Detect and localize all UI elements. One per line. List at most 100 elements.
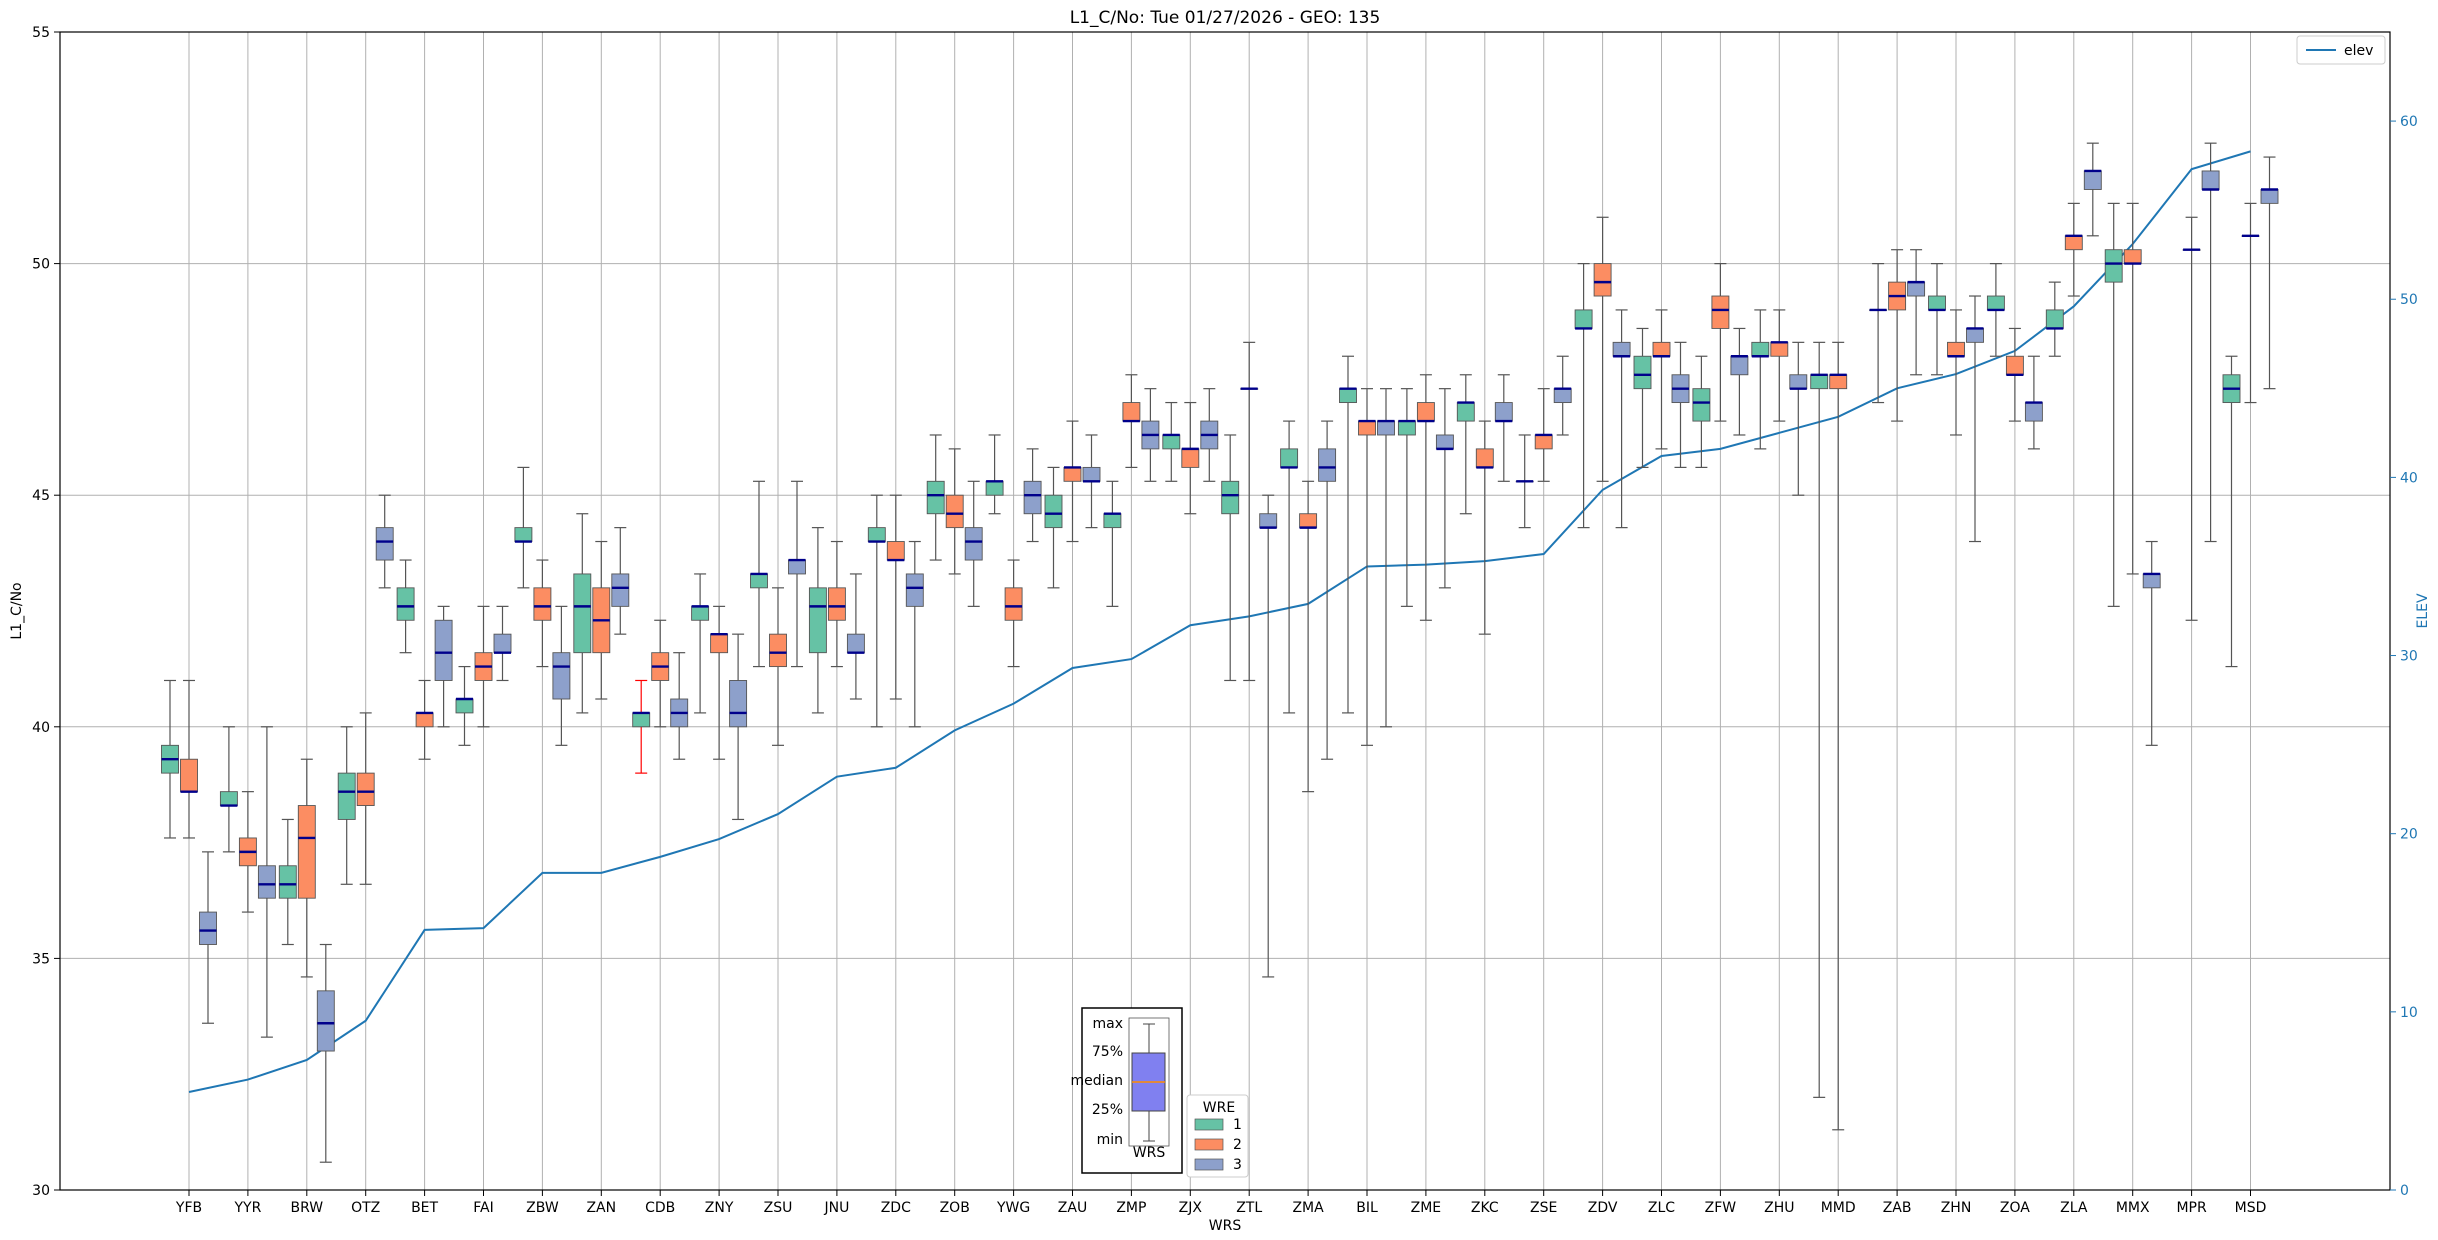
box-ZJX-wre1: [1162, 401, 1181, 482]
x-axis-title: WRS: [1209, 1218, 1242, 1234]
iqr-box: [1966, 327, 1984, 343]
box-ZSU-wre3: [788, 480, 806, 668]
elev-legend-label: elev: [2344, 43, 2373, 59]
iqr-box: [1044, 494, 1063, 529]
box-OTZ-wre3: [375, 494, 394, 589]
box-MMD-wre1: [1810, 341, 1829, 1098]
y2-axis-title: ELEV: [2415, 593, 2431, 628]
y-tick-label-3: 45: [32, 488, 50, 504]
iqr-box: [1633, 355, 1652, 390]
box-ZOA-wre1: [1986, 263, 2005, 357]
box-ZSE-wre3: [1553, 355, 1572, 436]
y2-tick-label-6: 60: [2400, 114, 2418, 130]
box-ZLA-wre3: [2083, 142, 2102, 237]
key-box-caption: WRS: [1133, 1145, 1166, 1161]
iqr-box: [1829, 374, 1848, 390]
box-BIL-wre3: [1377, 388, 1395, 728]
box-MSD-wre2: [2241, 202, 2260, 404]
box-ZJX-wre3: [1200, 388, 1219, 482]
box-ZDV-wre1: [1574, 263, 1593, 529]
iqr-box: [1986, 295, 2005, 311]
box-ZME-wre3: [1435, 388, 1454, 589]
box-ZDC-wre1: [867, 494, 886, 728]
box-ZDV-wre3: [1612, 309, 1631, 529]
iqr-box: [750, 573, 768, 589]
iqr-box: [808, 587, 827, 654]
y2-tick-label-0: 0: [2400, 1183, 2409, 1199]
iqr-box: [1339, 388, 1357, 404]
box-BET-wre3: [434, 605, 453, 728]
box-ZAU-wre1: [1044, 466, 1063, 589]
iqr-box: [1299, 513, 1318, 529]
iqr-box: [1534, 434, 1553, 450]
wre-legend-swatch-3: [1194, 1158, 1224, 1171]
x-tick-label-2: BRW: [290, 1200, 323, 1216]
wre-legend-label-3: 3: [1233, 1157, 1242, 1173]
x-tick-label-23: ZSE: [1530, 1200, 1557, 1216]
box-OTZ-wre1: [337, 726, 356, 885]
box-FAI-wre1: [455, 665, 474, 746]
box-ZHU-wre1: [1751, 309, 1770, 450]
box-YYR-wre2: [238, 791, 257, 913]
box-ZHU-wre2: [1770, 309, 1789, 422]
box-ZAB-wre1: [1869, 263, 1888, 404]
x-tick-label-9: ZNY: [705, 1200, 734, 1216]
iqr-box: [1063, 466, 1082, 482]
iqr-box: [415, 712, 434, 728]
y-tick-label-4: 50: [32, 257, 50, 273]
iqr-box: [2064, 235, 2083, 251]
box-ZSE-wre1: [1515, 434, 1534, 529]
box-JNU-wre3: [846, 573, 865, 700]
box-ZLA-wre2: [2064, 202, 2083, 297]
x-tick-label-22: ZKC: [1471, 1200, 1499, 1216]
key-label-max: max: [1092, 1016, 1123, 1032]
y2-tick-label-5: 50: [2400, 292, 2418, 308]
box-MPR-wre3: [2201, 142, 2220, 543]
iqr-box: [434, 619, 453, 681]
box-BIL-wre1: [1339, 355, 1357, 714]
wre-legend-frame: [1186, 1094, 1249, 1178]
x-tick-label-31: ZOA: [2000, 1200, 2030, 1216]
key-label-median: median: [1071, 1073, 1123, 1089]
iqr-box: [691, 605, 710, 621]
box-MPR-wre2: [2182, 216, 2201, 621]
box-CDB-wre2: [651, 619, 670, 728]
x-tick-label-26: ZFW: [1705, 1200, 1737, 1216]
box-ZDC-wre3: [905, 540, 924, 728]
iqr-box: [533, 587, 552, 621]
box-ZMA-wre1: [1280, 420, 1299, 714]
iqr-box: [827, 587, 846, 621]
box-ZMP-wre3: [1141, 388, 1160, 482]
plot-frame: [59, 31, 2391, 1191]
box-YYR-wre1: [219, 726, 238, 853]
iqr-box: [964, 527, 983, 561]
iqr-box: [1751, 341, 1770, 357]
box-BIL-wre2: [1358, 388, 1376, 746]
x-tick-label-14: YWG: [996, 1200, 1030, 1216]
y2-tick-label-1: 10: [2400, 1005, 2418, 1021]
iqr-box: [1475, 448, 1494, 468]
box-ZTL-wre2: [1240, 341, 1259, 682]
iqr-box: [1770, 341, 1789, 357]
iqr-box: [926, 480, 945, 515]
iqr-box: [1397, 420, 1416, 436]
x-tick-label-29: ZAB: [1883, 1200, 1912, 1216]
y-tick-label-5: 55: [32, 25, 50, 41]
box-ZLC-wre2: [1652, 309, 1671, 450]
box-ZFW-wre3: [1730, 327, 1749, 436]
key-box-inset: max 75% median 25% min WRS: [1071, 1007, 1183, 1174]
x-tick-label-15: ZAU: [1058, 1200, 1087, 1216]
x-tick-label-8: CDB: [645, 1200, 675, 1216]
box-ZKC-wre2: [1475, 420, 1494, 635]
box-layer: [161, 142, 2279, 1163]
box-ZOB-wre1: [926, 434, 945, 561]
iqr-box: [1280, 448, 1299, 468]
key-label-min: min: [1097, 1132, 1123, 1148]
box-MMD-wre2: [1829, 341, 1848, 1131]
x-tick-label-12: ZDC: [881, 1200, 911, 1216]
x-tick-label-7: ZAN: [586, 1200, 616, 1216]
wre-legend-label-1: 1: [1233, 1117, 1242, 1133]
y2-tick-label-3: 30: [2400, 649, 2418, 665]
iqr-box: [1435, 434, 1454, 450]
x-tick-label-35: MSD: [2235, 1200, 2267, 1216]
